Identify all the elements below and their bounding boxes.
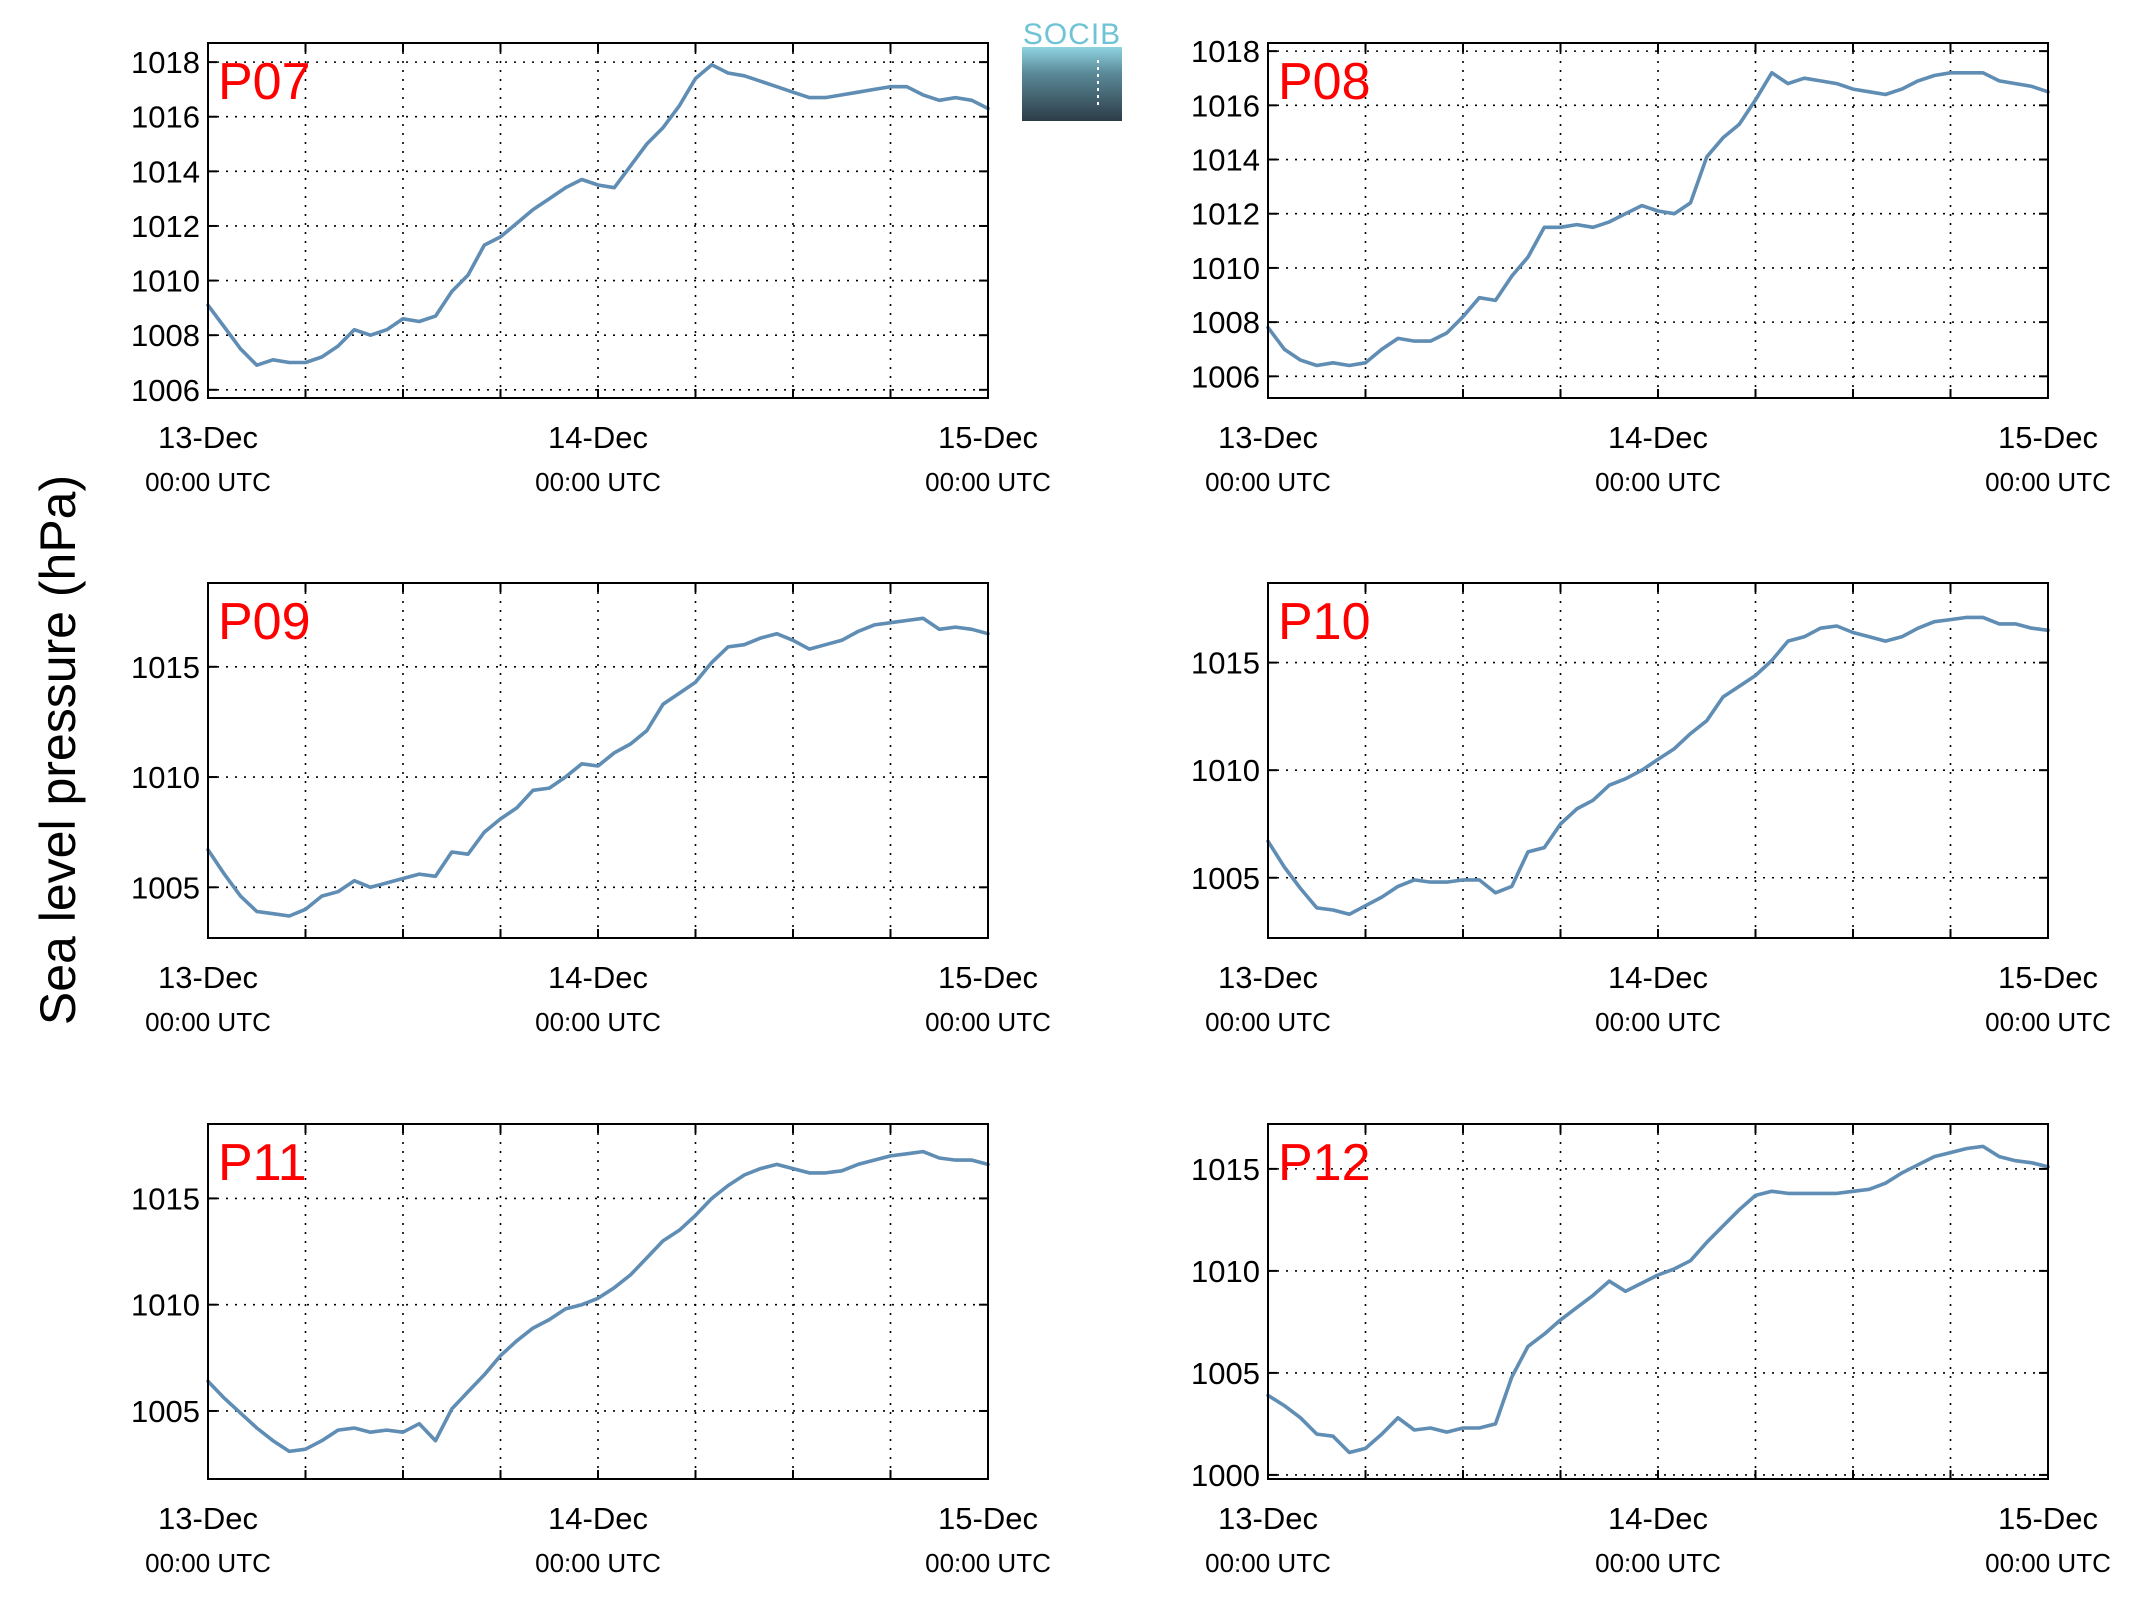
xtick-sublabel-p11-2: 00:00 UTC: [925, 1548, 1051, 1578]
panel-p12: 1000 1005 1010 1015 13-Dec 00:00 UTC 14-Dec 00:…: [1191, 1123, 2111, 1578]
xtick-label-p08-2: 15-Dec: [1998, 420, 2098, 455]
xtick-sublabel-p08-0: 00:00 UTC: [1205, 467, 1331, 497]
ytick-label-p07-4: 1014: [131, 154, 200, 189]
panel-title-p10: P10: [1278, 593, 1371, 651]
ytick-label-p08-3: 1012: [1191, 197, 1260, 232]
panels: 1006 1008 1010 1012 1014 1016 1018 13-Dec 00:00 …: [131, 34, 2111, 1578]
xtick-sublabel-p12-0: 00:00 UTC: [1205, 1548, 1331, 1578]
ytick-label-p08-6: 1018: [1191, 34, 1260, 69]
ytick-label-p09-1: 1010: [131, 760, 200, 795]
xtick-label-p12-2: 15-Dec: [1998, 1501, 2098, 1536]
xtick-sublabel-p12-1: 00:00 UTC: [1595, 1548, 1721, 1578]
ytick-label-p12-3: 1015: [1191, 1152, 1260, 1187]
ytick-label-p09-2: 1015: [131, 650, 200, 685]
xtick-label-p11-0: 13-Dec: [158, 1501, 258, 1536]
ytick-label-p11-0: 1005: [131, 1394, 200, 1429]
xtick-sublabel-p07-0: 00:00 UTC: [145, 467, 271, 497]
xtick-label-p09-1: 14-Dec: [548, 960, 648, 995]
xtick-label-p12-1: 14-Dec: [1608, 1501, 1708, 1536]
ytick-label-p08-4: 1014: [1191, 143, 1260, 178]
panel-p07: 1006 1008 1010 1012 1014 1016 1018 13-Dec 00:00 …: [131, 42, 1051, 497]
series-line-p10: [1266, 615, 2050, 917]
xtick-sublabel-p09-0: 00:00 UTC: [145, 1007, 271, 1037]
panel-title-p09: P09: [218, 593, 311, 651]
series-line-p07: [206, 63, 990, 368]
logo-text: SOCIB: [1023, 18, 1121, 51]
xtick-label-p11-1: 14-Dec: [548, 1501, 648, 1536]
panel-p08: 1006 1008 1010 1012 1014 1016 1018 13-Dec 00:00 …: [1191, 34, 2111, 497]
ytick-label-p10-1: 1010: [1191, 753, 1260, 788]
ytick-label-p11-2: 1015: [131, 1181, 200, 1216]
xtick-label-p10-1: 14-Dec: [1608, 960, 1708, 995]
ytick-label-p07-3: 1012: [131, 209, 200, 244]
ytick-label-p08-2: 1010: [1191, 251, 1260, 286]
series-line-p09: [206, 616, 990, 918]
xtick-label-p09-0: 13-Dec: [158, 960, 258, 995]
y-axis-label: Sea level pressure (hPa): [30, 475, 86, 1025]
ytick-label-p08-5: 1016: [1191, 88, 1260, 123]
xtick-sublabel-p11-1: 00:00 UTC: [535, 1548, 661, 1578]
ytick-label-p12-0: 1000: [1191, 1458, 1260, 1493]
xtick-sublabel-p07-1: 00:00 UTC: [535, 467, 661, 497]
xtick-label-p07-1: 14-Dec: [548, 420, 648, 455]
panel-title-p07: P07: [218, 53, 311, 111]
xtick-sublabel-p09-2: 00:00 UTC: [925, 1007, 1051, 1037]
series-line-p08: [1266, 71, 2050, 368]
xtick-sublabel-p08-2: 00:00 UTC: [1985, 467, 2111, 497]
panel-title-p08: P08: [1278, 53, 1371, 111]
ytick-label-p12-2: 1010: [1191, 1254, 1260, 1289]
xtick-label-p10-0: 13-Dec: [1218, 960, 1318, 995]
ytick-label-p10-0: 1005: [1191, 861, 1260, 896]
xtick-sublabel-p08-1: 00:00 UTC: [1595, 467, 1721, 497]
xtick-sublabel-p10-1: 00:00 UTC: [1595, 1007, 1721, 1037]
ytick-label-p07-2: 1010: [131, 264, 200, 299]
socib-logo: SOCIB: [1022, 18, 1122, 121]
ytick-label-p11-1: 1010: [131, 1288, 200, 1323]
xtick-label-p12-0: 13-Dec: [1218, 1501, 1318, 1536]
ytick-label-p08-1: 1008: [1191, 305, 1260, 340]
ytick-label-p08-0: 1006: [1191, 359, 1260, 394]
ytick-label-p07-5: 1016: [131, 100, 200, 135]
xtick-label-p11-2: 15-Dec: [938, 1501, 1038, 1536]
xtick-label-p10-2: 15-Dec: [1998, 960, 2098, 995]
ytick-label-p07-6: 1018: [131, 45, 200, 80]
xtick-label-p07-2: 15-Dec: [938, 420, 1038, 455]
xtick-sublabel-p10-0: 00:00 UTC: [1205, 1007, 1331, 1037]
panel-p10: 1005 1010 1015 13-Dec 00:00 UTC 14-Dec 00:00 U…: [1191, 582, 2111, 1037]
xtick-sublabel-p07-2: 00:00 UTC: [925, 467, 1051, 497]
series-line-p11: [206, 1149, 990, 1454]
xtick-sublabel-p09-1: 00:00 UTC: [535, 1007, 661, 1037]
panel-title-p11: P11: [218, 1134, 307, 1192]
ytick-label-p12-1: 1005: [1191, 1356, 1260, 1391]
panel-p11: 1005 1010 1015 13-Dec 00:00 UTC 14-Dec 00:00 U…: [131, 1123, 1051, 1578]
xtick-sublabel-p12-2: 00:00 UTC: [1985, 1548, 2111, 1578]
xtick-sublabel-p11-0: 00:00 UTC: [145, 1548, 271, 1578]
xtick-sublabel-p10-2: 00:00 UTC: [1985, 1007, 2111, 1037]
xtick-label-p07-0: 13-Dec: [158, 420, 258, 455]
panel-title-p12: P12: [1278, 1134, 1371, 1192]
xtick-label-p08-0: 13-Dec: [1218, 420, 1318, 455]
ytick-label-p07-1: 1008: [131, 318, 200, 353]
xtick-label-p09-2: 15-Dec: [938, 960, 1038, 995]
xtick-label-p08-1: 14-Dec: [1608, 420, 1708, 455]
series-line-p12: [1266, 1144, 2050, 1455]
ytick-label-p10-2: 1015: [1191, 646, 1260, 681]
ytick-label-p09-0: 1005: [131, 870, 200, 905]
panel-p09: 1005 1010 1015 13-Dec 00:00 UTC 14-Dec 00:00 U…: [131, 582, 1051, 1037]
logo-block: [1022, 47, 1122, 121]
ytick-label-p07-0: 1006: [131, 373, 200, 408]
